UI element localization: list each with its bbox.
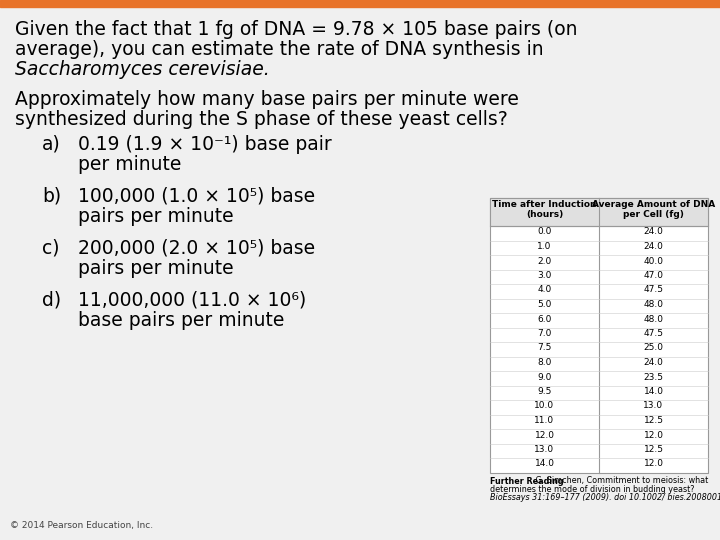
Text: average), you can estimate the rate of DNA synthesis in: average), you can estimate the rate of D… [15,40,544,59]
Text: 4.0: 4.0 [537,286,552,294]
Text: 5.0: 5.0 [537,300,552,309]
Text: 12.0: 12.0 [534,430,554,440]
Text: 12.0: 12.0 [644,460,664,469]
Text: 0.19 (1.9 × 10⁻¹) base pair: 0.19 (1.9 × 10⁻¹) base pair [78,135,332,154]
Text: 13.0: 13.0 [644,402,664,410]
Text: 3.0: 3.0 [537,271,552,280]
FancyBboxPatch shape [0,0,720,7]
Text: 7.5: 7.5 [537,343,552,353]
Text: per minute: per minute [78,155,181,174]
Text: 7.0: 7.0 [537,329,552,338]
Text: d): d) [42,291,61,310]
Text: Approximately how many base pairs per minute were: Approximately how many base pairs per mi… [15,90,519,109]
Text: BioEssays 31:169–177 (2009). doi 10.1002/ bies.200800124: BioEssays 31:169–177 (2009). doi 10.1002… [490,492,720,502]
Text: c): c) [42,239,60,258]
Text: 10.0: 10.0 [534,402,554,410]
Text: 200,000 (2.0 × 10⁵) base: 200,000 (2.0 × 10⁵) base [78,239,315,258]
Text: 6.0: 6.0 [537,314,552,323]
Text: Average Amount of DNA
per Cell (fg): Average Amount of DNA per Cell (fg) [592,200,715,219]
Text: © 2014 Pearson Education, Inc.: © 2014 Pearson Education, Inc. [10,521,153,530]
Text: Further Reading: Further Reading [490,476,564,485]
Text: 24.0: 24.0 [644,358,663,367]
Text: 8.0: 8.0 [537,358,552,367]
FancyBboxPatch shape [490,198,708,472]
Text: 11.0: 11.0 [534,416,554,425]
Text: base pairs per minute: base pairs per minute [78,311,284,330]
Text: 11,000,000 (11.0 × 10⁶): 11,000,000 (11.0 × 10⁶) [78,291,306,310]
Text: 40.0: 40.0 [644,256,664,266]
Text: G. Simchen, Commitment to meiosis: what: G. Simchen, Commitment to meiosis: what [533,476,708,485]
Text: 24.0: 24.0 [644,227,663,237]
Text: pairs per minute: pairs per minute [78,259,233,278]
Text: 47.5: 47.5 [644,329,664,338]
Text: 12.5: 12.5 [644,416,664,425]
Text: b): b) [42,187,61,206]
Text: determines the mode of division in budding yeast?: determines the mode of division in buddi… [490,484,695,494]
Text: 2.0: 2.0 [537,256,552,266]
Text: 48.0: 48.0 [644,314,664,323]
Text: 24.0: 24.0 [644,242,663,251]
Text: 47.0: 47.0 [644,271,664,280]
FancyBboxPatch shape [490,198,708,226]
Text: 9.5: 9.5 [537,387,552,396]
Text: Time after Induction
(hours): Time after Induction (hours) [492,200,597,219]
Text: 14.0: 14.0 [534,460,554,469]
Text: a): a) [42,135,60,154]
Text: Saccharomyces cerevisiae.: Saccharomyces cerevisiae. [15,60,270,79]
Text: pairs per minute: pairs per minute [78,207,233,226]
Text: 47.5: 47.5 [644,286,664,294]
Text: synthesized during the S phase of these yeast cells?: synthesized during the S phase of these … [15,110,508,129]
Text: 14.0: 14.0 [644,387,664,396]
Text: 13.0: 13.0 [534,445,554,454]
Text: 100,000 (1.0 × 10⁵) base: 100,000 (1.0 × 10⁵) base [78,187,315,206]
Text: 48.0: 48.0 [644,300,664,309]
Text: Given the fact that 1 fg of DNA = 9.78 × 105 base pairs (on: Given the fact that 1 fg of DNA = 9.78 ×… [15,20,577,39]
Text: 12.0: 12.0 [644,430,664,440]
Text: 12.5: 12.5 [644,445,664,454]
Text: 9.0: 9.0 [537,373,552,381]
Text: 1.0: 1.0 [537,242,552,251]
Text: 25.0: 25.0 [644,343,664,353]
Text: 0.0: 0.0 [537,227,552,237]
Text: 23.5: 23.5 [644,373,664,381]
